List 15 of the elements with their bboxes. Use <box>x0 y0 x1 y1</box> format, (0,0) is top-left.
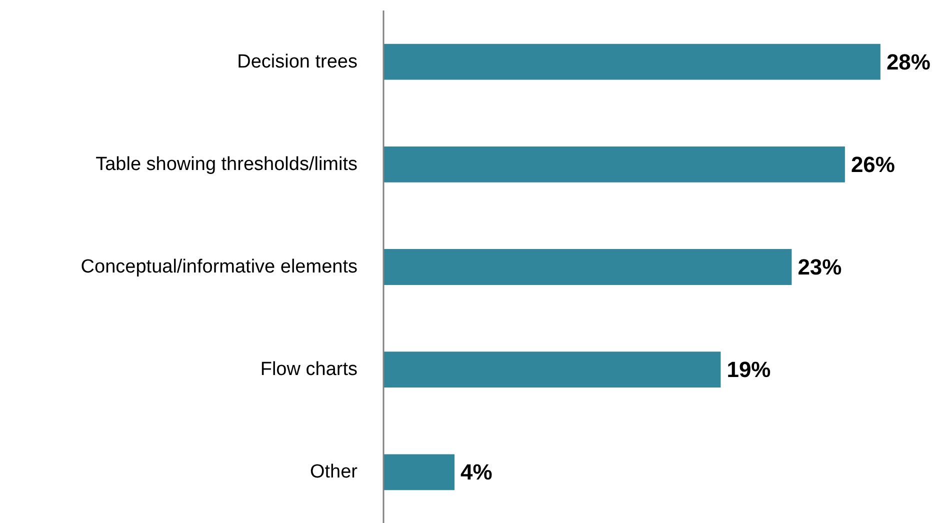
y-tick-label: Flow charts <box>260 359 358 380</box>
bar <box>384 249 792 285</box>
data-label: 19% <box>726 357 771 382</box>
bar <box>384 454 454 490</box>
bar <box>384 352 721 388</box>
bar <box>384 146 845 182</box>
data-label: 26% <box>850 152 895 177</box>
y-tick-label: Other <box>310 462 358 483</box>
data-label: 4% <box>460 460 492 485</box>
y-tick-label: Decision trees <box>237 51 358 72</box>
y-tick-label: Conceptual/informative elements <box>80 256 358 278</box>
y-tick-label: Table showing thresholds/limits <box>96 154 358 175</box>
data-label: 23% <box>798 254 842 280</box>
bar <box>384 44 880 80</box>
data-label: 28% <box>886 49 930 74</box>
